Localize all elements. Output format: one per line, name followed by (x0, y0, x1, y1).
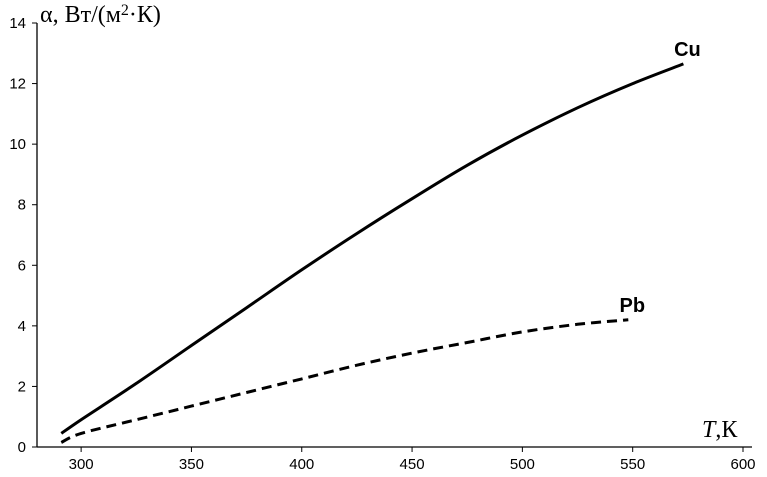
x-axis-title-variable: T (702, 417, 717, 443)
x-tick-label: 450 (400, 456, 425, 473)
y-tick-label: 6 (18, 257, 26, 274)
series-line-pb (60, 318, 629, 444)
axes (36, 23, 752, 448)
y-tick-label: 4 (18, 318, 26, 335)
x-tick-label: 550 (620, 456, 645, 473)
x-tick-label: 400 (289, 456, 314, 473)
x-tick-label: 600 (730, 456, 755, 473)
series-label-pb: Pb (619, 295, 645, 317)
y-axis-title: α, Вт/(м2·К) (40, 2, 161, 28)
y-axis-title-superscript: 2 (121, 2, 129, 19)
y-axis-title-main: α, Вт/(м (40, 2, 121, 28)
series-label-cu: Cu (674, 39, 701, 61)
y-tick-label: 10 (9, 136, 26, 153)
series-lines (60, 62, 684, 444)
y-tick-label: 14 (9, 15, 26, 32)
x-axis-title: T,К (702, 417, 738, 443)
y-tick-label: 12 (9, 76, 26, 93)
y-axis-title-tail: ·К) (129, 2, 161, 28)
x-tick-label: 500 (510, 456, 535, 473)
tick-labels: 0 2 4 6 8 10 12 14 300 350 400 450 500 550 600 (9, 15, 755, 473)
tick-marks (32, 22, 744, 452)
y-tick-label: 8 (18, 197, 26, 214)
x-axis-title-unit: ,К (715, 417, 738, 443)
series-line-cu (60, 62, 684, 435)
y-tick-label: 2 (18, 378, 26, 395)
y-tick-label: 0 (18, 439, 26, 456)
x-tick-label: 300 (69, 456, 94, 473)
x-tick-label: 350 (179, 456, 204, 473)
series-labels: Cu Pb (619, 39, 700, 317)
